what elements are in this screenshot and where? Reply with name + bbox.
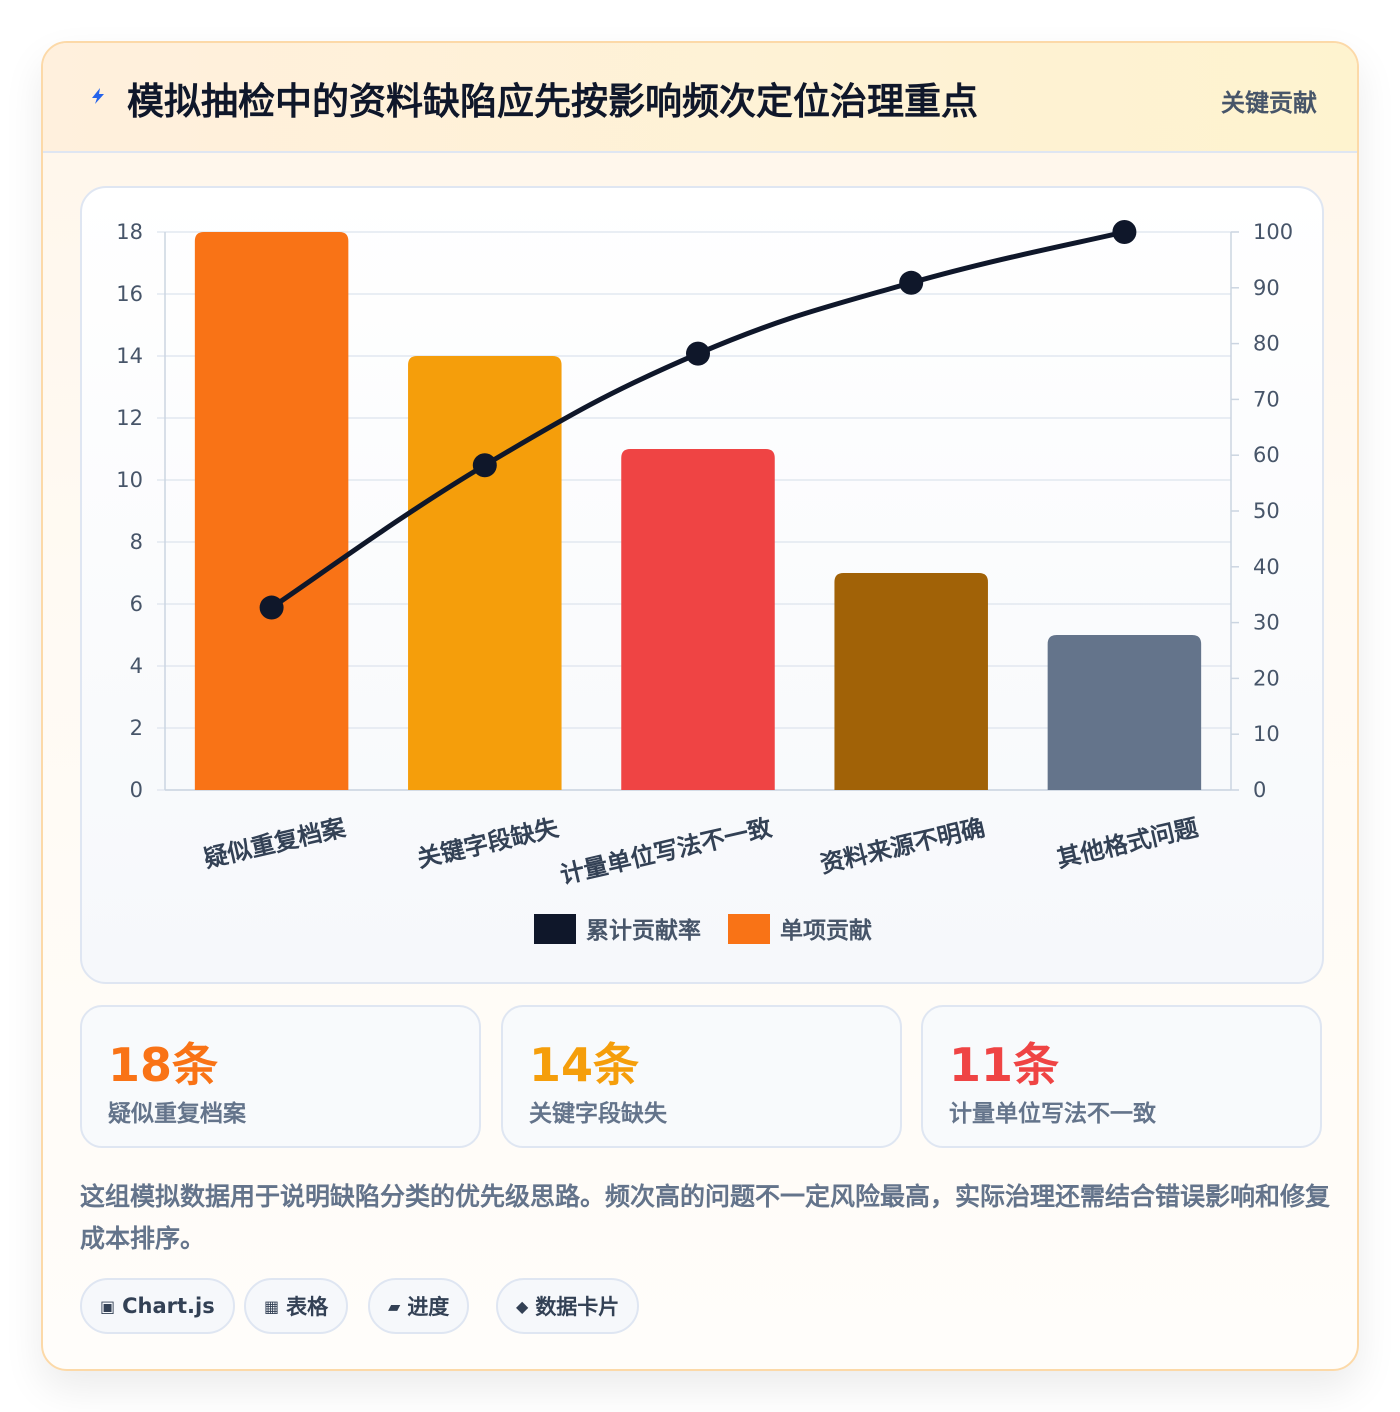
y-left-tick-label: 8 [130,530,143,554]
stat-value: 11条 [949,1038,1060,1092]
x-tick-label: 疑似重复档案 [201,813,349,873]
lightning-icon [92,88,104,104]
y-right-tick-label: 20 [1253,666,1280,690]
x-tick-label: 资料来源不明确 [818,814,988,879]
stat-value: 14条 [529,1038,640,1092]
y-left-tick-label: 4 [130,654,143,678]
y-right-tick-label: 40 [1253,555,1280,579]
y-left-tick-label: 6 [130,592,143,616]
chart-panel: 0 2 4 6 8 10 12 14 16 18 0 10 20 30 40 50 60 70 80 90 100 疑似重… [80,186,1324,984]
y-left-tick-label: 10 [116,468,143,492]
pareto-chart: 0 2 4 6 8 10 12 14 16 18 0 10 20 30 40 50 60 70 80 90 100 疑似重… [116,220,1293,944]
tag-chartjs[interactable]: ▣ Chart.js [80,1278,235,1334]
y-right-tick-label: 50 [1253,499,1280,523]
stat-label: 关键字段缺失 [529,1101,667,1127]
y-left-tick-label: 0 [130,778,143,802]
progress-icon: ▰ [388,1296,401,1316]
cumulative-point [259,595,284,620]
y-left-tick-label: 12 [116,406,143,430]
tag-label: 数据卡片 [535,1295,620,1319]
tag-label: 表格 [286,1295,329,1319]
table-icon: ▦ [264,1296,280,1316]
y-right-tick-label: 100 [1253,220,1293,244]
header-badge: 关键贡献 [1221,89,1317,117]
y-left-tick-label: 16 [116,282,143,306]
page-title: 模拟抽检中的资料缺陷应先按影响频次定位治理重点 [127,80,978,123]
y-left-tick-label: 18 [116,220,143,244]
y-right-tick-label: 30 [1253,611,1280,635]
diamond-icon: ◆ [516,1296,529,1316]
stat-card: 11条 计量单位写法不一致 [921,1005,1322,1148]
legend-label: 累计贡献率 [586,917,701,944]
tag-label: 进度 [407,1295,450,1319]
y-right-tick-label: 80 [1253,332,1280,356]
y-right-tick-label: 60 [1253,443,1280,467]
bar [621,449,775,790]
tag-data-card[interactable]: ◆ 数据卡片 [496,1278,640,1334]
y-right-tick-label: 90 [1253,276,1280,300]
chip-icon: ▣ [100,1296,116,1316]
tag-label: Chart.js [122,1294,215,1318]
bar [408,356,562,790]
stat-value: 18条 [108,1038,219,1092]
tag-progress[interactable]: ▰ 进度 [368,1278,470,1334]
cumulative-point [1112,220,1137,244]
x-tick-label: 关键字段缺失 [415,813,563,873]
y-right-tick-label: 70 [1253,387,1280,411]
y-left-tick-label: 2 [130,716,143,740]
stat-card: 14条 关键字段缺失 [501,1005,902,1148]
bar [194,232,349,790]
description-text: 这组模拟数据用于说明缺陷分类的优先级思路。频次高的问题不一定风险最高，实际治理还… [80,1182,1331,1253]
chart-card: 模拟抽检中的资料缺陷应先按影响频次定位治理重点 关键贡献 0 2 4 6 8 10 12 14… [41,41,1359,1371]
cumulative-point [472,453,497,478]
stat-label: 计量单位写法不一致 [949,1101,1156,1127]
bar [834,573,988,790]
legend-label: 单项贡献 [780,918,872,944]
y-right-tick-label: 0 [1253,778,1266,802]
y-right-tick-label: 10 [1253,722,1280,746]
x-tick-label: 其他格式问题 [1054,814,1201,874]
cumulative-point [686,341,710,366]
stat-label: 疑似重复档案 [108,1101,246,1127]
legend-swatch [534,914,576,944]
cumulative-point [899,270,924,295]
y-left-tick-label: 14 [116,344,143,368]
stat-card: 18条 疑似重复档案 [80,1005,481,1148]
tag-table[interactable]: ▦ 表格 [244,1278,349,1334]
bar [1047,635,1202,790]
legend-swatch [728,914,770,944]
x-tick-label: 计量单位写法不一致 [558,813,776,889]
card-header: 模拟抽检中的资料缺陷应先按影响频次定位治理重点 关键贡献 [43,43,1357,153]
